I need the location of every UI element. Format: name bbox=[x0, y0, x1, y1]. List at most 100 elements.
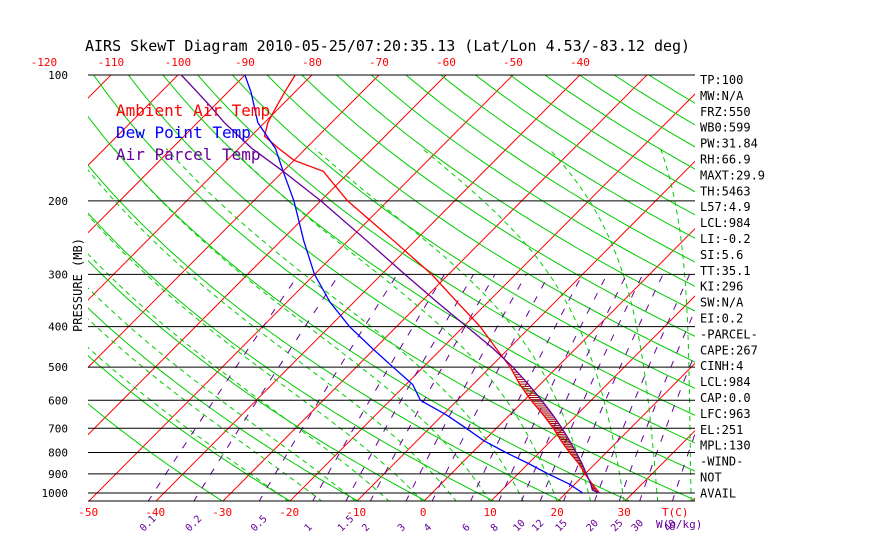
dry-adiabat-line bbox=[93, 75, 695, 501]
index-item: -PARCEL- bbox=[700, 327, 758, 341]
dry-adiabat-line bbox=[88, 164, 563, 501]
isotherm-line bbox=[88, 75, 112, 99]
index-item: RH:66.9 bbox=[700, 153, 751, 167]
pressure-tick-label: 900 bbox=[48, 468, 68, 481]
dewpoint-temp-line bbox=[244, 75, 584, 494]
index-item: MW:N/A bbox=[700, 89, 744, 103]
index-item: -WIND- bbox=[700, 455, 743, 469]
series-lines bbox=[180, 75, 601, 494]
moist-adiabat-line bbox=[231, 148, 558, 501]
ambient-temp-line bbox=[263, 75, 601, 494]
moist-adiabat-line bbox=[422, 148, 625, 501]
isotherm-line bbox=[0, 75, 44, 502]
mixing-ratio-line bbox=[618, 309, 695, 501]
top-temp-tick-label: -50 bbox=[503, 56, 523, 69]
index-item: WB0:599 bbox=[700, 121, 751, 135]
moist-adiabat-line bbox=[660, 148, 692, 501]
mixing-ratio-line bbox=[147, 274, 300, 501]
bottom-temp-tick-label: 0 bbox=[420, 506, 427, 519]
mixing-ratio-line bbox=[405, 274, 527, 501]
top-temp-tick-label: -90 bbox=[235, 56, 255, 69]
index-item: EI:0.2 bbox=[700, 312, 743, 326]
isotherm-line bbox=[88, 75, 447, 436]
index-list: TP:100 MW:N/A FRZ:550 WB0:599 PW:31.84 RH:66.… bbox=[700, 73, 765, 500]
dry-adiabat-line bbox=[336, 75, 695, 312]
parcel-temp-line bbox=[180, 75, 600, 494]
isotherm-line bbox=[88, 75, 380, 369]
temp-unit-label: T(C) bbox=[662, 506, 689, 519]
index-item: TH:5463 bbox=[700, 184, 751, 198]
dry-adiabat-line bbox=[88, 259, 427, 501]
mixing-ratio-unit-label: W(g/kg) bbox=[656, 518, 702, 531]
mixing-ratio-line bbox=[639, 352, 695, 501]
isotherm-line bbox=[222, 75, 648, 501]
mixing-ratio-tick-label: 10 bbox=[511, 518, 527, 534]
mixing-ratio-line bbox=[539, 274, 644, 501]
mixing-ratio-tick-label: 8 bbox=[489, 522, 501, 534]
dry-adiabat-line bbox=[88, 354, 292, 501]
dry-adiabat-line bbox=[266, 75, 695, 363]
pressure-tick-label: 100 bbox=[48, 69, 68, 82]
moist-adiabat-line bbox=[548, 148, 659, 501]
index-item: MAXT:29.9 bbox=[700, 168, 765, 182]
isotherm-line bbox=[88, 75, 246, 234]
moist-adiabat-line bbox=[113, 148, 491, 501]
isotherm-line bbox=[88, 75, 514, 501]
top-temp-tick-label: -80 bbox=[302, 56, 322, 69]
dry-adiabat-line bbox=[88, 212, 495, 501]
index-item: TP:100 bbox=[700, 73, 743, 87]
index-item: KI:296 bbox=[700, 280, 743, 294]
mixing-ratio-line bbox=[498, 274, 608, 501]
index-item: AVAIL bbox=[700, 486, 736, 500]
bottom-temp-tick-label: -50 bbox=[78, 506, 98, 519]
pressure-tick-labels: 100 200 300 400 500 600 700 800 900 1000 bbox=[42, 69, 69, 500]
mixing-ratio-line bbox=[312, 274, 445, 501]
index-item: EL:251 bbox=[700, 423, 743, 437]
isobar-lines bbox=[88, 74, 695, 502]
index-item: CAP:0.0 bbox=[700, 391, 751, 405]
index-item: LFC:963 bbox=[700, 407, 751, 421]
legend: Ambient Air Temp Dew Point Temp Air Parc… bbox=[116, 101, 270, 164]
mixing-ratio-line bbox=[594, 274, 691, 501]
index-item: SI:5.6 bbox=[700, 248, 743, 262]
pressure-tick-label: 400 bbox=[48, 321, 68, 334]
index-item: FRZ:550 bbox=[700, 105, 751, 119]
legend-ambient: Ambient Air Temp bbox=[116, 101, 270, 120]
index-item: LI:-0.2 bbox=[700, 232, 751, 246]
pressure-tick-label: 800 bbox=[48, 446, 68, 459]
bottom-temp-tick-label: -30 bbox=[212, 506, 232, 519]
mixing-ratio-line bbox=[470, 274, 583, 501]
index-item: LCL:984 bbox=[700, 216, 751, 230]
isotherm-line bbox=[490, 295, 695, 501]
top-temp-tick-label: -40 bbox=[570, 56, 590, 69]
isotherm-line bbox=[88, 75, 313, 301]
legend-parcel: Air Parcel Temp bbox=[116, 145, 261, 164]
moist-adiabat-line bbox=[88, 346, 289, 501]
index-item: TT:35.1 bbox=[700, 264, 751, 278]
legend-dewpoint: Dew Point Temp bbox=[116, 123, 251, 142]
moist-adiabat-line bbox=[88, 214, 424, 501]
dry-adiabat-line bbox=[162, 75, 695, 444]
dry-adiabat-line bbox=[88, 403, 224, 501]
mixing-ratio-tick-label: 0.2 bbox=[184, 514, 205, 535]
dry-adiabat-line bbox=[88, 115, 631, 501]
dry-adiabat-line bbox=[127, 75, 695, 472]
mixing-ratio-tick-label: 3 bbox=[396, 522, 408, 534]
mixing-ratio-line bbox=[563, 274, 664, 501]
isotherm-line bbox=[88, 75, 179, 167]
index-item: PW:31.84 bbox=[700, 137, 758, 151]
pressure-tick-label: 700 bbox=[48, 422, 68, 435]
mixing-ratio-tick-label: 6 bbox=[461, 522, 473, 534]
dry-adiabat-line bbox=[301, 75, 695, 337]
mixing-ratio-tick-label: 15 bbox=[554, 518, 570, 534]
mixing-ratio-tick-label: 25 bbox=[609, 518, 625, 534]
top-temp-tick-label: -70 bbox=[369, 56, 389, 69]
isotherm-line bbox=[423, 227, 695, 501]
dry-adiabat-line bbox=[88, 307, 359, 501]
mixing-ratio-tick-label: 20 bbox=[585, 518, 601, 534]
index-item: CAPE:267 bbox=[700, 343, 758, 357]
mixing-ratio-tick-label: 30 bbox=[630, 518, 646, 534]
mixing-ratio-tick-label: 2 bbox=[360, 522, 372, 534]
isotherm-line bbox=[825, 75, 870, 502]
